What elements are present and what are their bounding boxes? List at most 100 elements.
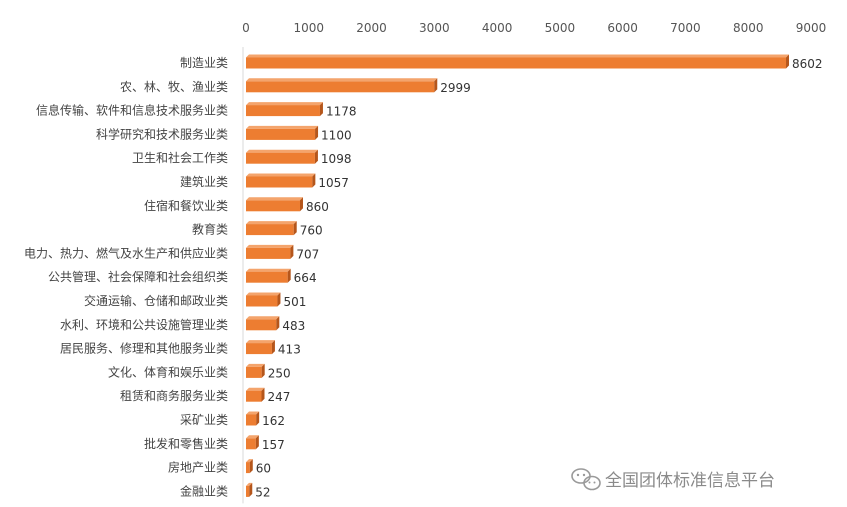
x-tick-label: 2000 bbox=[356, 21, 387, 35]
x-tick-label: 6000 bbox=[607, 21, 638, 35]
bar-front-face bbox=[246, 414, 257, 426]
value-label: 483 bbox=[282, 319, 305, 333]
bar-side-face bbox=[249, 459, 253, 474]
bar-front-face bbox=[246, 462, 250, 474]
bar-side-face bbox=[314, 149, 318, 164]
category-label: 居民服务、修理和其他服务业类 bbox=[60, 341, 228, 356]
bar-top-face bbox=[246, 482, 253, 486]
watermark-text: 全国团体标准信息平台 bbox=[605, 471, 775, 491]
bar bbox=[246, 459, 253, 474]
bar-side-face bbox=[256, 411, 260, 426]
value-label: 1057 bbox=[318, 176, 349, 190]
x-tick-label: 8000 bbox=[733, 21, 764, 35]
value-labels: 8602 2999 1178 1100 1098 1057 860 760 707 664 501 4… bbox=[255, 57, 822, 499]
bar-top-face bbox=[246, 340, 275, 344]
category-label: 交通运输、仓储和邮政业类 bbox=[84, 293, 228, 308]
category-label: 租赁和商务服务业类 bbox=[120, 388, 228, 403]
wechat-icon bbox=[571, 468, 601, 491]
x-tick-label: 4000 bbox=[482, 21, 513, 35]
bar-side-face bbox=[271, 340, 275, 355]
bar-top-face bbox=[246, 221, 297, 225]
x-tick-label: 7000 bbox=[670, 21, 701, 35]
bar-top-face bbox=[246, 268, 291, 272]
value-label: 501 bbox=[283, 295, 306, 309]
bar bbox=[246, 244, 294, 259]
bar-side-face bbox=[277, 292, 281, 307]
bar-top-face bbox=[246, 102, 323, 106]
value-label: 1098 bbox=[321, 152, 352, 166]
bar-front-face bbox=[246, 295, 278, 307]
bar bbox=[246, 435, 259, 450]
bar-front-face bbox=[246, 128, 316, 140]
watermark: 全国团体标准信息平台 bbox=[571, 468, 775, 491]
bar bbox=[246, 221, 297, 236]
bar-side-face bbox=[786, 54, 790, 69]
bar-side-face bbox=[290, 244, 294, 259]
category-label: 采矿业类 bbox=[180, 413, 228, 427]
bar-top-face bbox=[246, 149, 318, 153]
bar-side-face bbox=[255, 435, 259, 450]
category-label: 金融业类 bbox=[180, 483, 228, 498]
bar bbox=[246, 363, 265, 378]
value-label: 1100 bbox=[321, 128, 352, 142]
bar bbox=[246, 197, 303, 212]
bar bbox=[246, 316, 280, 331]
bar-side-face bbox=[249, 482, 253, 497]
bar-front-face bbox=[246, 485, 250, 497]
category-label: 文化、体育和娱乐业类 bbox=[108, 364, 228, 379]
bar bbox=[246, 268, 291, 283]
bars-group bbox=[246, 54, 790, 497]
x-tick-label: 9000 bbox=[796, 21, 827, 35]
bar-front-face bbox=[246, 152, 315, 164]
bar-side-face bbox=[261, 387, 265, 402]
value-label: 2999 bbox=[440, 81, 471, 95]
bar bbox=[246, 78, 438, 93]
bar bbox=[246, 340, 275, 355]
bar bbox=[246, 292, 281, 307]
x-tick-label: 3000 bbox=[419, 21, 450, 35]
bar-top-face bbox=[246, 459, 253, 463]
category-label: 公共管理、社会保障和社会组织类 bbox=[48, 269, 228, 284]
bar-top-face bbox=[246, 411, 260, 415]
bar-side-face bbox=[312, 173, 316, 188]
x-tick-label: 5000 bbox=[545, 21, 576, 35]
value-label: 664 bbox=[294, 271, 317, 285]
bar-front-face bbox=[246, 57, 787, 69]
bar-side-face bbox=[319, 102, 323, 117]
category-label: 教育类 bbox=[192, 222, 228, 237]
category-label: 科学研究和技术服务业类 bbox=[96, 126, 228, 141]
category-label: 水利、环境和公共设施管理业类 bbox=[60, 317, 228, 332]
bar-front-face bbox=[246, 247, 291, 259]
category-label: 批发和零售业类 bbox=[144, 436, 228, 451]
bar-front-face bbox=[246, 366, 262, 378]
category-label: 电力、热力、燃气及水生产和供应业类 bbox=[24, 245, 228, 260]
value-label: 8602 bbox=[792, 57, 823, 71]
category-label: 农、林、牧、渔业类 bbox=[120, 80, 228, 94]
x-tick-label: 1000 bbox=[294, 21, 325, 35]
bar-top-face bbox=[246, 316, 280, 320]
bar-front-face bbox=[246, 224, 294, 236]
bar-front-face bbox=[246, 105, 320, 117]
bar bbox=[246, 149, 318, 164]
x-axis-ticks: 0 1000 2000 3000 4000 5000 6000 7000 8000 9000 bbox=[242, 21, 826, 35]
category-label: 建筑业类 bbox=[180, 174, 228, 189]
bar-front-face bbox=[246, 81, 435, 93]
bar bbox=[246, 411, 260, 426]
value-label: 860 bbox=[306, 200, 329, 214]
bar-top-face bbox=[246, 197, 303, 201]
bar-front-face bbox=[246, 200, 300, 212]
bar-front-face bbox=[246, 438, 256, 450]
x-tick-label: 0 bbox=[242, 21, 250, 35]
bar-side-face bbox=[287, 268, 291, 283]
value-label: 413 bbox=[278, 343, 301, 357]
bar-top-face bbox=[246, 363, 265, 367]
bar-top-face bbox=[246, 387, 265, 391]
bar-top-face bbox=[246, 173, 316, 177]
bar-side-face bbox=[293, 221, 297, 236]
bar-front-face bbox=[246, 390, 262, 402]
bar-top-face bbox=[246, 435, 259, 439]
bar bbox=[246, 54, 790, 69]
bar-front-face bbox=[246, 343, 272, 355]
category-label: 制造业类 bbox=[180, 56, 228, 70]
